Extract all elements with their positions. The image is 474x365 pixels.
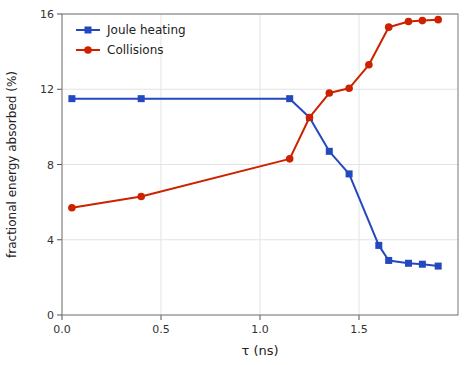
series xyxy=(68,95,441,269)
point xyxy=(286,155,294,163)
point xyxy=(385,257,392,264)
y-tick-label: 12 xyxy=(40,83,54,96)
point xyxy=(419,261,426,268)
legend-item: Collisions xyxy=(76,43,164,57)
x-grid-line xyxy=(161,14,162,315)
x-tick-label: 0.5 xyxy=(152,323,170,336)
chart: 0 4 8 12 16 0.0 0.5 1.0 1.5 τ (ns) fractional ener… xyxy=(0,0,474,365)
legend-marker xyxy=(85,27,92,34)
y-tick xyxy=(57,89,62,90)
point xyxy=(435,263,442,270)
y-tick-label: 4 xyxy=(47,234,54,247)
plot-frame xyxy=(62,14,458,315)
point xyxy=(385,23,393,31)
point xyxy=(68,204,76,212)
point xyxy=(434,16,442,24)
point xyxy=(326,148,333,155)
point xyxy=(346,170,353,177)
legend: Joule heating Collisions xyxy=(76,23,186,57)
y-tick-label: 0 xyxy=(47,309,54,322)
point xyxy=(345,85,353,93)
point xyxy=(286,95,293,102)
point xyxy=(326,89,334,97)
x-axis-label: τ (ns) xyxy=(241,343,278,358)
data-area xyxy=(68,16,442,270)
point xyxy=(365,61,373,69)
axes: 0 4 8 12 16 0.0 0.5 1.0 1.5 xyxy=(40,8,458,336)
legend-label: Collisions xyxy=(107,43,164,57)
point xyxy=(375,242,382,249)
y-tick xyxy=(57,315,62,316)
point xyxy=(405,18,413,26)
grid xyxy=(62,14,458,315)
x-tick xyxy=(260,315,261,320)
point xyxy=(138,95,145,102)
x-tick xyxy=(359,315,360,320)
series-line xyxy=(72,20,438,208)
x-tick-label: 1.0 xyxy=(251,323,269,336)
x-grid-line xyxy=(359,14,360,315)
y-tick-label: 16 xyxy=(40,8,54,21)
point xyxy=(137,193,145,201)
series xyxy=(68,16,442,212)
x-grid-line xyxy=(260,14,261,315)
point xyxy=(419,17,427,25)
y-axis-label: fractional energy absorbed (%) xyxy=(5,71,19,258)
legend-label: Joule heating xyxy=(106,23,186,37)
y-tick xyxy=(57,14,62,15)
x-tick-label: 0.0 xyxy=(53,323,71,336)
background xyxy=(0,0,474,365)
legend-marker xyxy=(84,46,92,54)
series-line xyxy=(72,99,438,266)
point xyxy=(306,114,313,121)
y-tick xyxy=(57,164,62,165)
x-tick xyxy=(62,315,63,320)
x-tick xyxy=(161,315,162,320)
point xyxy=(405,260,412,267)
point xyxy=(306,114,314,122)
y-tick xyxy=(57,239,62,240)
y-tick-label: 8 xyxy=(47,159,54,172)
point xyxy=(68,95,75,102)
legend-item: Joule heating xyxy=(76,23,186,37)
x-tick-label: 1.5 xyxy=(350,323,368,336)
